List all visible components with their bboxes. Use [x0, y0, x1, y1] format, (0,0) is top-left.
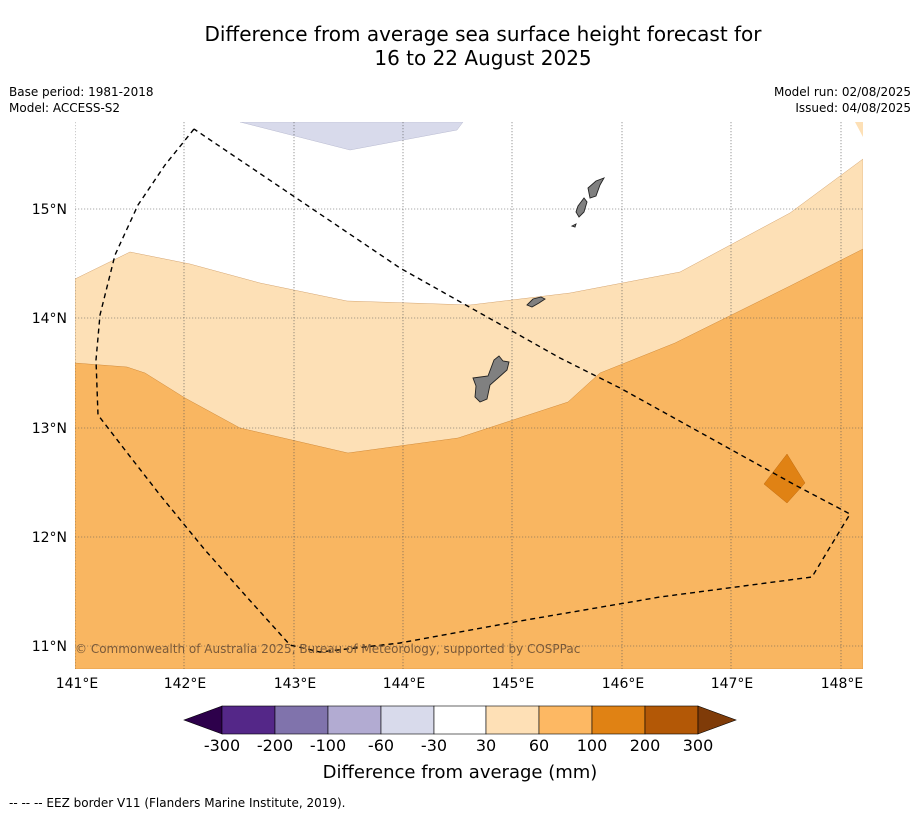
footer-note: -- -- -- EEZ border V11 (Flanders Marine… [9, 796, 346, 810]
colorbar-tick: -200 [257, 736, 293, 755]
lat-label: 12°N [32, 530, 67, 546]
colorbar-ticks: -300 -200 -100 -60 -30 30 60 100 200 300 [204, 736, 713, 755]
lat-label: 15°N [32, 202, 67, 218]
colorbar-tick: -60 [368, 736, 394, 755]
lon-label: 143°E [274, 676, 317, 692]
issued-date: Issued: 04/08/2025 [795, 101, 911, 115]
colorbar-segment [221, 705, 276, 735]
colorbar-tick: -300 [204, 736, 240, 755]
colorbar-extend-low [183, 705, 223, 735]
lon-label: 142°E [164, 676, 207, 692]
colorbar-segment [380, 705, 435, 735]
colorbar [183, 705, 737, 735]
island-aguijan [570, 223, 577, 228]
island-guam [472, 355, 510, 403]
latitude-labels: 15°N 14°N 13°N 12°N 11°N [32, 202, 67, 655]
colorbar-segment [538, 705, 593, 735]
colorbar-segment [591, 705, 646, 735]
colorbar-segment [274, 705, 329, 735]
lon-label: 144°E [383, 676, 426, 692]
islands [472, 177, 606, 403]
graticule [75, 122, 863, 669]
colorbar-extend-high [697, 705, 737, 735]
lon-label: 148°E [821, 676, 864, 692]
title-line-2: 16 to 22 August 2025 [374, 46, 592, 70]
lat-label: 11°N [32, 639, 67, 655]
colorbar-label: Difference from average (mm) [323, 762, 598, 783]
longitude-labels: 141°E 142°E 143°E 144°E 145°E 146°E 147°… [56, 676, 864, 692]
colorbar-tick: 200 [630, 736, 661, 755]
island-saipan [587, 177, 606, 199]
lon-label: 146°E [602, 676, 645, 692]
lon-label: 145°E [492, 676, 535, 692]
meta-left: Base period: 1981-2018 Model: ACCESS-S2 [9, 84, 154, 116]
island-tinian [575, 197, 588, 218]
negative-anomaly-region [239, 122, 464, 151]
colorbar-tick: -30 [421, 736, 447, 755]
title-line-1: Difference from average sea surface heig… [204, 22, 762, 46]
lat-label: 13°N [32, 421, 67, 437]
model-run: Model run: 02/08/2025 [773, 85, 911, 99]
colorbar-segment [433, 705, 487, 735]
colorbar-tick: 60 [529, 736, 549, 755]
colorbar-segment [644, 705, 699, 735]
lon-label: 141°E [56, 676, 99, 692]
anomaly-band-60-100 [75, 248, 863, 669]
model-name: Model: ACCESS-S2 [9, 101, 121, 115]
colorbar-tick: 30 [476, 736, 496, 755]
base-period: Base period: 1981-2018 [9, 85, 154, 99]
meta-right: Model run: 02/08/2025 Issued: 04/08/2025 [774, 84, 911, 116]
map-area: © Commonwealth of Australia 2025, Bureau… [75, 122, 863, 669]
lon-label: 147°E [711, 676, 754, 692]
chart-title: Difference from average sea surface heig… [0, 22, 919, 70]
lat-label: 14°N [32, 311, 67, 327]
colorbar-segment [327, 705, 382, 735]
colorbar-tick: -100 [310, 736, 346, 755]
colorbar-segment [485, 705, 540, 735]
anomaly-band-corner [855, 122, 863, 137]
island-rota [526, 296, 546, 308]
copyright-text: © Commonwealth of Australia 2025, Bureau… [75, 642, 580, 656]
colorbar-tick: 300 [683, 736, 714, 755]
eez-border [95, 128, 851, 653]
colorbar-tick: 100 [577, 736, 608, 755]
